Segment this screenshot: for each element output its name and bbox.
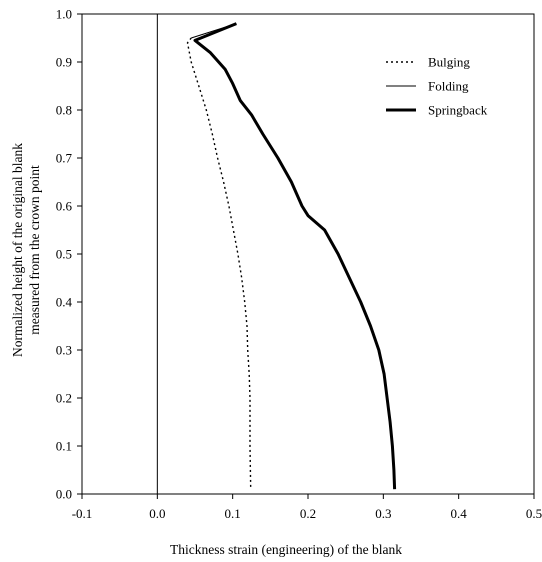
- y-axis-title-line-1: Normalized height of the original blank: [10, 143, 25, 357]
- x-tick-label: 0.1: [225, 506, 241, 521]
- series-group: [186, 22, 397, 490]
- x-tick-label: 0.4: [451, 506, 468, 521]
- y-tick-label: 0.2: [56, 391, 72, 406]
- y-tick-label: 0.6: [56, 199, 73, 214]
- y-tick-label: 0.9: [56, 55, 72, 70]
- y-tick-label: 0.0: [56, 487, 72, 502]
- legend-label-springback: Springback: [428, 103, 488, 118]
- y-tick-label: 0.3: [56, 343, 72, 358]
- y-tick-label: 0.8: [56, 103, 72, 118]
- y-tick-label: 0.7: [56, 151, 73, 166]
- x-tick-label: 0.5: [526, 506, 542, 521]
- y-tick-label: 0.1: [56, 439, 72, 454]
- x-tick-label: 0.2: [300, 506, 316, 521]
- legend-label-folding: Folding: [428, 79, 469, 94]
- y-tick-labels: 0.0 0.1 0.2 0.3 0.4 0.5 0.6 0.7 0.8 0.9 1.0: [56, 7, 82, 502]
- legend: Bulging Folding Springback: [386, 55, 488, 118]
- series-line-bulging: [186, 37, 252, 490]
- series-line-springback: [193, 22, 397, 490]
- y-tick-label: 0.5: [56, 247, 72, 262]
- legend-label-bulging: Bulging: [428, 55, 470, 70]
- x-tick-label: 0.3: [375, 506, 391, 521]
- y-tick-label: 1.0: [56, 7, 72, 22]
- x-tick-label: -0.1: [72, 506, 93, 521]
- y-tick-label: 0.4: [56, 295, 73, 310]
- x-tick-label: 0.0: [149, 506, 165, 521]
- x-axis-title: Thickness strain (engineering) of the bl…: [170, 542, 402, 557]
- x-tick-labels: -0.1 0.0 0.1 0.2 0.3 0.4 0.5: [72, 494, 542, 521]
- y-axis-title-line-2: measured from the crown point: [27, 165, 42, 335]
